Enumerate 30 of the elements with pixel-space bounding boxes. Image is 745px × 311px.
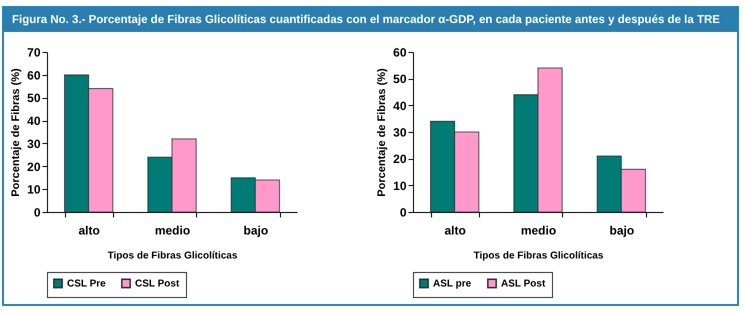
x-tick-label: medio — [154, 224, 190, 238]
x-tick-label: bajo — [609, 224, 634, 238]
x-tick-label: medio — [520, 224, 556, 238]
y-tick-label: 20 — [393, 152, 407, 166]
legend-label: CSL Pre — [67, 278, 106, 290]
y-tick-label: 60 — [393, 46, 407, 60]
y-tick-label: 60 — [27, 68, 41, 82]
y-tick-label: 40 — [393, 98, 407, 113]
x-axis-title: Tipos de Fibras Glicolíticas — [474, 250, 604, 262]
x-tick-label: bajo — [243, 224, 268, 238]
y-tick-label: 10 — [393, 178, 407, 193]
y-tick-label: 0 — [34, 206, 41, 220]
y-tick-label: 30 — [27, 136, 41, 151]
x-tick-label: alto — [444, 224, 466, 238]
y-axis-title: Porcentaje de Fibras (%) — [376, 68, 388, 197]
y-tick-label: 50 — [393, 72, 407, 86]
x-axis-title: Tipos de Fibras Glicolíticas — [108, 250, 238, 262]
y-tick-label: 10 — [27, 182, 41, 197]
y-tick-label: 0 — [400, 206, 407, 220]
y-tick-label: 30 — [393, 126, 407, 140]
y-tick-label: 70 — [27, 46, 41, 60]
legend-label: ASL Post — [501, 278, 546, 290]
y-tick-label: 40 — [27, 114, 41, 128]
legend-label: CSL Post — [135, 278, 180, 290]
text: Figura No. 3.- Porcentaje de Fibras Glicolíticas cuantificadas con el marcador α-GDP, en cada paciente antes y después de la TRE — [4, 8, 737, 32]
x-tick-label: alto — [78, 224, 100, 238]
legend-label: ASL pre — [433, 278, 472, 290]
y-axis-title: Porcentaje de Fibras (%) — [10, 68, 22, 197]
y-tick-label: 50 — [27, 91, 41, 106]
y-tick-label: 20 — [27, 160, 41, 174]
